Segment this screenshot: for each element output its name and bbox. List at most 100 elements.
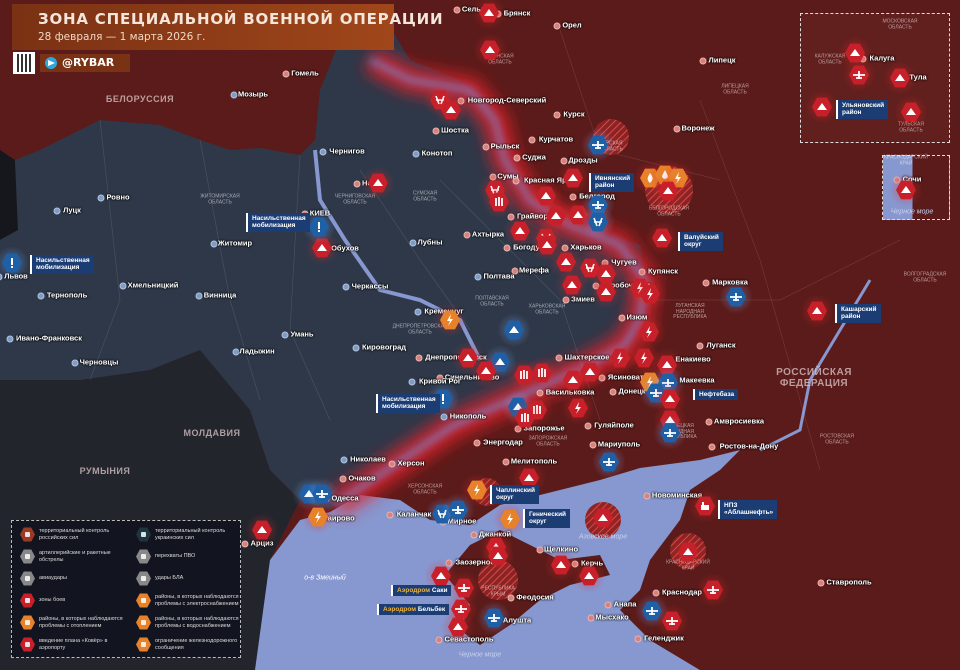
artillery-icon[interactable] — [588, 212, 608, 232]
strike-icon[interactable] — [510, 221, 530, 241]
city-label: Хмельницкий — [127, 280, 179, 290]
city-label: Мысхако — [595, 612, 629, 622]
strike-icon[interactable] — [596, 264, 616, 284]
strike-icon[interactable] — [556, 252, 576, 272]
strike-icon[interactable] — [504, 320, 524, 340]
strike-icon[interactable] — [812, 97, 832, 117]
power-outage-icon[interactable] — [500, 509, 520, 529]
strike-icon[interactable] — [660, 389, 680, 409]
channel-link[interactable]: @RYBAR — [40, 54, 130, 72]
power-outage-icon[interactable] — [467, 480, 487, 500]
strike-icon[interactable] — [312, 238, 332, 258]
strike-icon[interactable] — [563, 370, 583, 390]
power-outage-icon[interactable] — [640, 284, 660, 304]
drone-icon[interactable] — [662, 611, 682, 631]
strike-icon[interactable] — [890, 68, 910, 88]
city-dot — [435, 636, 443, 644]
city-dot — [386, 511, 394, 519]
qr-code[interactable] — [13, 52, 35, 74]
strike-icon[interactable] — [479, 3, 499, 23]
strike-icon[interactable] — [678, 542, 698, 562]
strike-icon[interactable] — [546, 206, 566, 226]
drone-icon[interactable] — [660, 423, 680, 443]
airstrike-icon[interactable] — [532, 363, 552, 383]
strike-icon[interactable] — [901, 102, 921, 122]
drone-icon[interactable] — [448, 500, 468, 520]
refinery-icon[interactable] — [695, 496, 715, 516]
airstrike-icon[interactable] — [489, 192, 509, 212]
city-dot — [536, 389, 544, 397]
strike-icon[interactable] — [476, 361, 496, 381]
drone-icon[interactable] — [642, 601, 662, 621]
callout-mobilization-krivoy-rog: Насильственная мобилизация — [376, 394, 440, 413]
region-label: Запорожская область — [528, 435, 568, 447]
drone-icon[interactable] — [451, 599, 471, 619]
city-label: Змиев — [571, 294, 595, 304]
strike-icon[interactable] — [845, 43, 865, 63]
strike-icon[interactable] — [563, 168, 583, 188]
drone-icon[interactable] — [588, 195, 608, 215]
strike-icon[interactable] — [896, 180, 916, 200]
strike-icon[interactable] — [368, 173, 388, 193]
strike-icon[interactable] — [657, 355, 677, 375]
city-dot — [528, 136, 536, 144]
strike-icon[interactable] — [458, 348, 478, 368]
airstrike-icon[interactable] — [515, 408, 535, 428]
power-outage-icon[interactable] — [634, 348, 654, 368]
city-dot — [512, 177, 520, 185]
strike-icon[interactable] — [448, 617, 468, 637]
drone-icon[interactable] — [454, 578, 474, 598]
city-label: Марковка — [712, 277, 748, 287]
strike-icon[interactable] — [658, 181, 678, 201]
strike-icon[interactable] — [519, 468, 539, 488]
power-outage-icon[interactable] — [568, 398, 588, 418]
city-dot — [699, 57, 707, 65]
drone-icon[interactable] — [484, 608, 504, 628]
city-dot — [409, 239, 417, 247]
mobilization-icon[interactable] — [309, 217, 329, 237]
strike-icon[interactable] — [562, 275, 582, 295]
drone-icon[interactable] — [849, 65, 869, 85]
strike-icon[interactable] — [551, 555, 571, 575]
drone-icon[interactable] — [588, 135, 608, 155]
strike-icon[interactable] — [488, 546, 508, 566]
artillery-icon[interactable] — [580, 258, 600, 278]
drone-icon[interactable] — [599, 452, 619, 472]
strike-icon[interactable] — [580, 362, 600, 382]
drone-icon[interactable] — [312, 484, 332, 504]
power-outage-icon[interactable] — [610, 348, 630, 368]
city-dot — [489, 173, 497, 181]
city-label: Алушта — [502, 615, 532, 625]
city-label: Кривой Рог — [418, 376, 462, 386]
strike-icon[interactable] — [536, 186, 556, 206]
city-dot — [408, 378, 416, 386]
city-label: Ладыжин — [239, 346, 275, 356]
airstrike-icon[interactable] — [514, 365, 534, 385]
strike-icon[interactable] — [593, 508, 613, 528]
strike-icon[interactable] — [480, 40, 500, 60]
strike-icon[interactable] — [490, 352, 510, 372]
legend-label: артиллерийские и ракетные обстрелы — [39, 550, 111, 563]
strike-icon[interactable] — [431, 566, 451, 586]
heating-icon[interactable] — [640, 168, 660, 188]
strike-icon[interactable] — [299, 484, 319, 504]
city-label: Днепропетровск — [425, 352, 487, 362]
strike-icon[interactable] — [568, 205, 588, 225]
power-outage-icon[interactable] — [639, 322, 659, 342]
drone-icon[interactable] — [726, 287, 746, 307]
strike-icon[interactable] — [579, 566, 599, 586]
strike-icon[interactable] — [441, 100, 461, 120]
artillery-icon[interactable] — [432, 504, 452, 524]
strike-icon[interactable] — [596, 282, 616, 302]
city-dot — [673, 125, 681, 133]
power-outage-icon[interactable] — [440, 310, 460, 330]
mobilization-icon[interactable] — [2, 253, 22, 273]
city-dot — [414, 308, 422, 316]
drone-icon[interactable] — [703, 580, 723, 600]
strike-icon[interactable] — [652, 228, 672, 248]
power-outage-icon[interactable] — [308, 507, 328, 527]
strike-icon[interactable] — [537, 235, 557, 255]
city-dot — [463, 231, 471, 239]
strike-icon[interactable] — [807, 301, 827, 321]
strike-icon[interactable] — [252, 520, 272, 540]
